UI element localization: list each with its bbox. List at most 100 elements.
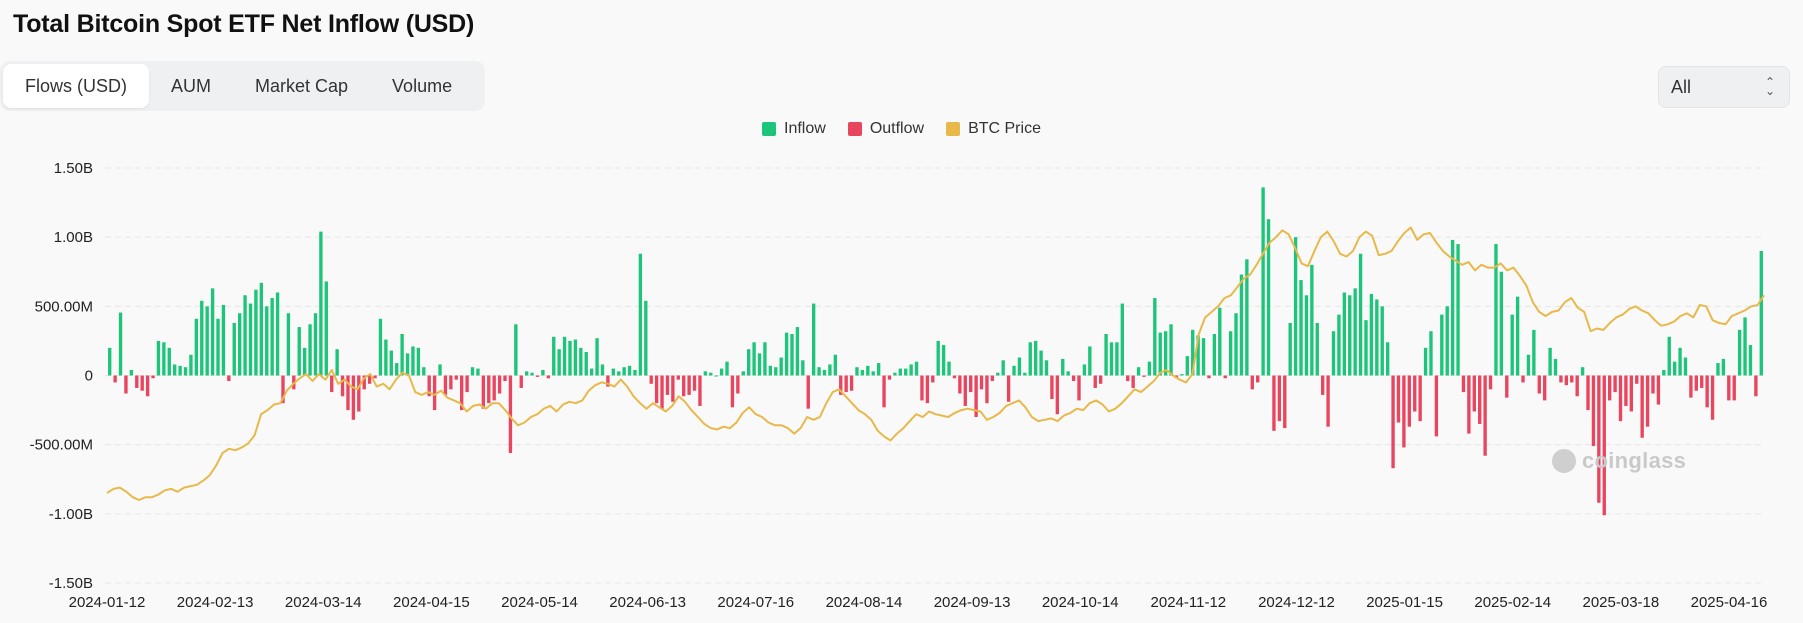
inflow-bar bbox=[1163, 331, 1168, 376]
outflow-bar bbox=[920, 375, 924, 401]
inflow-bar bbox=[1358, 253, 1363, 376]
watermark: coinglass bbox=[1552, 448, 1686, 474]
inflow-bar bbox=[757, 353, 762, 376]
outflow-bar bbox=[665, 375, 670, 395]
inflow-bar bbox=[313, 313, 318, 376]
outflow-bar bbox=[1656, 375, 1661, 405]
inflow-bar bbox=[1672, 361, 1677, 376]
inflow-bar bbox=[308, 324, 312, 376]
inflow-bar bbox=[719, 368, 724, 376]
legend-btc-price-label: BTC Price bbox=[968, 120, 1041, 137]
outflow-bar bbox=[1618, 375, 1623, 422]
inflow-bar bbox=[438, 364, 442, 376]
x-tick-label: 2024-08-14 bbox=[826, 594, 903, 611]
outflow-bar bbox=[1050, 375, 1054, 400]
inflow-bar bbox=[1494, 244, 1498, 376]
inflow-bar bbox=[1748, 345, 1753, 376]
inflow-bar bbox=[1499, 271, 1504, 376]
inflow-bar bbox=[162, 342, 166, 376]
outflow-bar bbox=[1645, 375, 1650, 427]
x-tick-label: 2024-01-12 bbox=[69, 594, 146, 611]
outflow-bar bbox=[1142, 375, 1146, 377]
outflow-bar bbox=[1613, 375, 1617, 393]
inflow-bar bbox=[795, 327, 800, 376]
outflow-bar bbox=[367, 375, 372, 384]
inflow-bar bbox=[866, 365, 870, 376]
outflow-bar bbox=[1391, 375, 1395, 469]
inflow-bar bbox=[638, 253, 643, 376]
inflow-bar bbox=[996, 372, 1000, 376]
inflow-bar bbox=[644, 300, 648, 376]
inflow-bar bbox=[216, 318, 220, 376]
inflow-bar bbox=[860, 369, 865, 376]
outflow-bar bbox=[508, 375, 513, 453]
inflow-bar bbox=[1580, 367, 1585, 376]
outflow-bar bbox=[806, 375, 810, 409]
outflow-bar bbox=[654, 375, 659, 404]
inflow-bar bbox=[194, 318, 199, 376]
inflow-bar bbox=[1743, 317, 1747, 376]
tab-volume[interactable]: Volume bbox=[392, 75, 453, 96]
outflow-bar bbox=[963, 375, 967, 406]
inflow-bar bbox=[1212, 334, 1217, 376]
x-tick-label: 2025-02-14 bbox=[1474, 594, 1551, 611]
inflow-bar bbox=[617, 371, 621, 376]
range-select[interactable]: All ⌃ ⌄ bbox=[1658, 66, 1790, 108]
inflow-bar bbox=[557, 349, 561, 376]
outflow-bar bbox=[1694, 375, 1698, 391]
outflow-bar bbox=[925, 375, 930, 404]
inflow-bar bbox=[1342, 292, 1347, 376]
inflow-bar bbox=[286, 313, 291, 376]
tab-flows[interactable]: Flows (USD) bbox=[3, 64, 149, 108]
inflow-bar bbox=[1662, 369, 1666, 376]
outflow-bar bbox=[362, 375, 366, 390]
outflow-bar bbox=[1705, 375, 1709, 408]
outflow-bar bbox=[481, 375, 486, 409]
outflow-bar bbox=[145, 375, 150, 397]
range-select-value: All bbox=[1671, 76, 1692, 97]
inflow-bar bbox=[1678, 347, 1682, 376]
outflow-bar bbox=[882, 375, 886, 408]
outflow-bar bbox=[1071, 375, 1076, 382]
inflow-bar bbox=[774, 367, 778, 376]
outflow-bar bbox=[1543, 375, 1547, 401]
tab-market-cap[interactable]: Market Cap bbox=[255, 75, 349, 96]
inflow-bar bbox=[817, 367, 821, 376]
inflow-bar bbox=[1348, 295, 1352, 376]
inflow-bar bbox=[470, 367, 475, 376]
outflow-bar bbox=[1320, 375, 1325, 395]
y-tick-label: 1.50B bbox=[54, 160, 93, 177]
inflow-bar bbox=[752, 342, 756, 376]
legend-inflow[interactable]: Inflow bbox=[762, 120, 826, 138]
outflow-bar bbox=[649, 375, 653, 384]
inflow-bar bbox=[1310, 264, 1314, 376]
inflow-bar bbox=[1304, 295, 1309, 376]
legend-outflow[interactable]: Outflow bbox=[847, 120, 924, 138]
inflow-bar bbox=[108, 347, 112, 376]
outflow-bar bbox=[849, 375, 854, 391]
outflow-bar bbox=[1483, 375, 1487, 456]
inflow-bar bbox=[541, 369, 545, 376]
outflow-bar bbox=[1407, 375, 1411, 427]
outflow-bar bbox=[492, 375, 496, 401]
outflow-bar bbox=[151, 375, 155, 379]
inflow-bar bbox=[1716, 363, 1720, 376]
inflow-bar bbox=[1109, 342, 1114, 376]
outflow-bar bbox=[1250, 375, 1254, 390]
outflow-bar bbox=[449, 375, 453, 390]
x-tick-label: 2024-09-13 bbox=[934, 594, 1011, 611]
outflow-bar bbox=[1570, 375, 1574, 383]
inflow-bar bbox=[405, 353, 410, 376]
metric-tabs: Flows (USD) AUM Market Cap Volume bbox=[0, 61, 485, 111]
outflow-bar bbox=[1461, 375, 1466, 393]
tab-aum[interactable]: AUM bbox=[171, 75, 211, 96]
outflow-bar bbox=[979, 375, 984, 390]
legend-btc-price[interactable]: BTC Price bbox=[946, 120, 1041, 138]
outflow-bar bbox=[432, 375, 437, 411]
inflow-bar bbox=[476, 368, 480, 376]
outflow-bar bbox=[1272, 375, 1276, 431]
inflow-bar bbox=[714, 375, 718, 377]
inflow-bar bbox=[568, 340, 572, 376]
inflow-bar bbox=[1293, 237, 1298, 376]
outflow-bar bbox=[465, 375, 469, 393]
